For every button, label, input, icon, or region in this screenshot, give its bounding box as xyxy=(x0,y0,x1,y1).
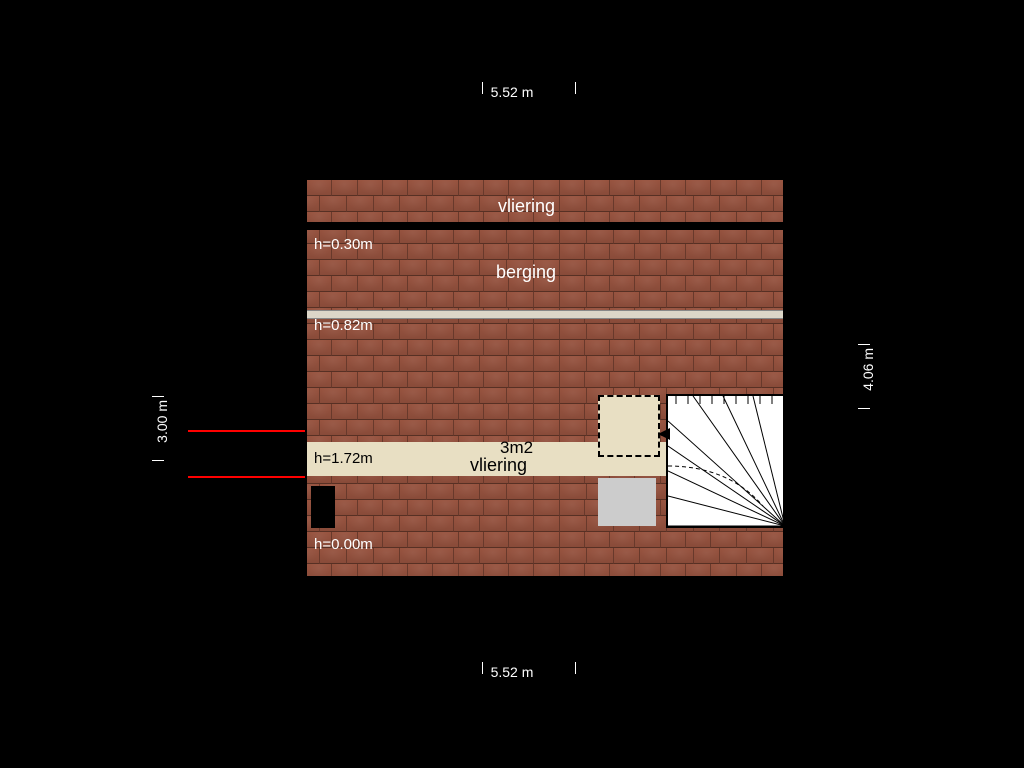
hatch-dashed xyxy=(598,395,660,457)
red-guide-bottom xyxy=(188,476,305,478)
tile-row xyxy=(305,548,785,564)
dim-left-tick-top xyxy=(152,396,164,397)
red-guide-top xyxy=(188,430,305,432)
dim-top-tick-right xyxy=(575,82,576,94)
tile-row xyxy=(305,228,785,244)
dim-bottom-tick-left xyxy=(482,662,483,674)
label-berging: berging xyxy=(496,262,556,283)
stairs-arrow-icon xyxy=(658,428,670,440)
door-mark xyxy=(313,488,333,526)
dim-right-tick-top xyxy=(858,344,870,345)
tile-row xyxy=(305,292,785,308)
label-vliering-top: vliering xyxy=(498,196,555,217)
tile-row xyxy=(307,532,785,548)
tile-row xyxy=(307,244,785,260)
h-172: h=1.72m xyxy=(314,450,373,467)
dim-right-label: 4.06 m xyxy=(860,348,876,391)
grey-rect xyxy=(598,478,656,526)
stairs-svg xyxy=(668,396,785,526)
dim-top-tick-left xyxy=(482,82,483,94)
tile-row xyxy=(305,324,785,340)
dim-top-label: 5.52 m xyxy=(0,84,1024,100)
h-082: h=0.82m xyxy=(314,317,373,334)
stairs xyxy=(668,396,785,526)
tile-row xyxy=(307,340,785,356)
divider-light xyxy=(307,310,783,319)
h-000: h=0.00m xyxy=(314,536,373,553)
dim-left-tick-bottom xyxy=(152,460,164,461)
tile-row xyxy=(307,372,785,388)
tile-row xyxy=(305,356,785,372)
h-030: h=0.30m xyxy=(314,236,373,253)
dim-bottom-tick-right xyxy=(575,662,576,674)
tile-row xyxy=(307,564,785,578)
label-vliering-mid: vliering xyxy=(470,455,527,476)
dim-left-label: 3.00 m xyxy=(154,400,170,443)
dim-bottom-label: 5.52 m xyxy=(0,664,1024,680)
dim-right-tick-bottom xyxy=(858,408,870,409)
tile-row xyxy=(307,180,785,196)
divider-black-upper xyxy=(307,222,783,230)
